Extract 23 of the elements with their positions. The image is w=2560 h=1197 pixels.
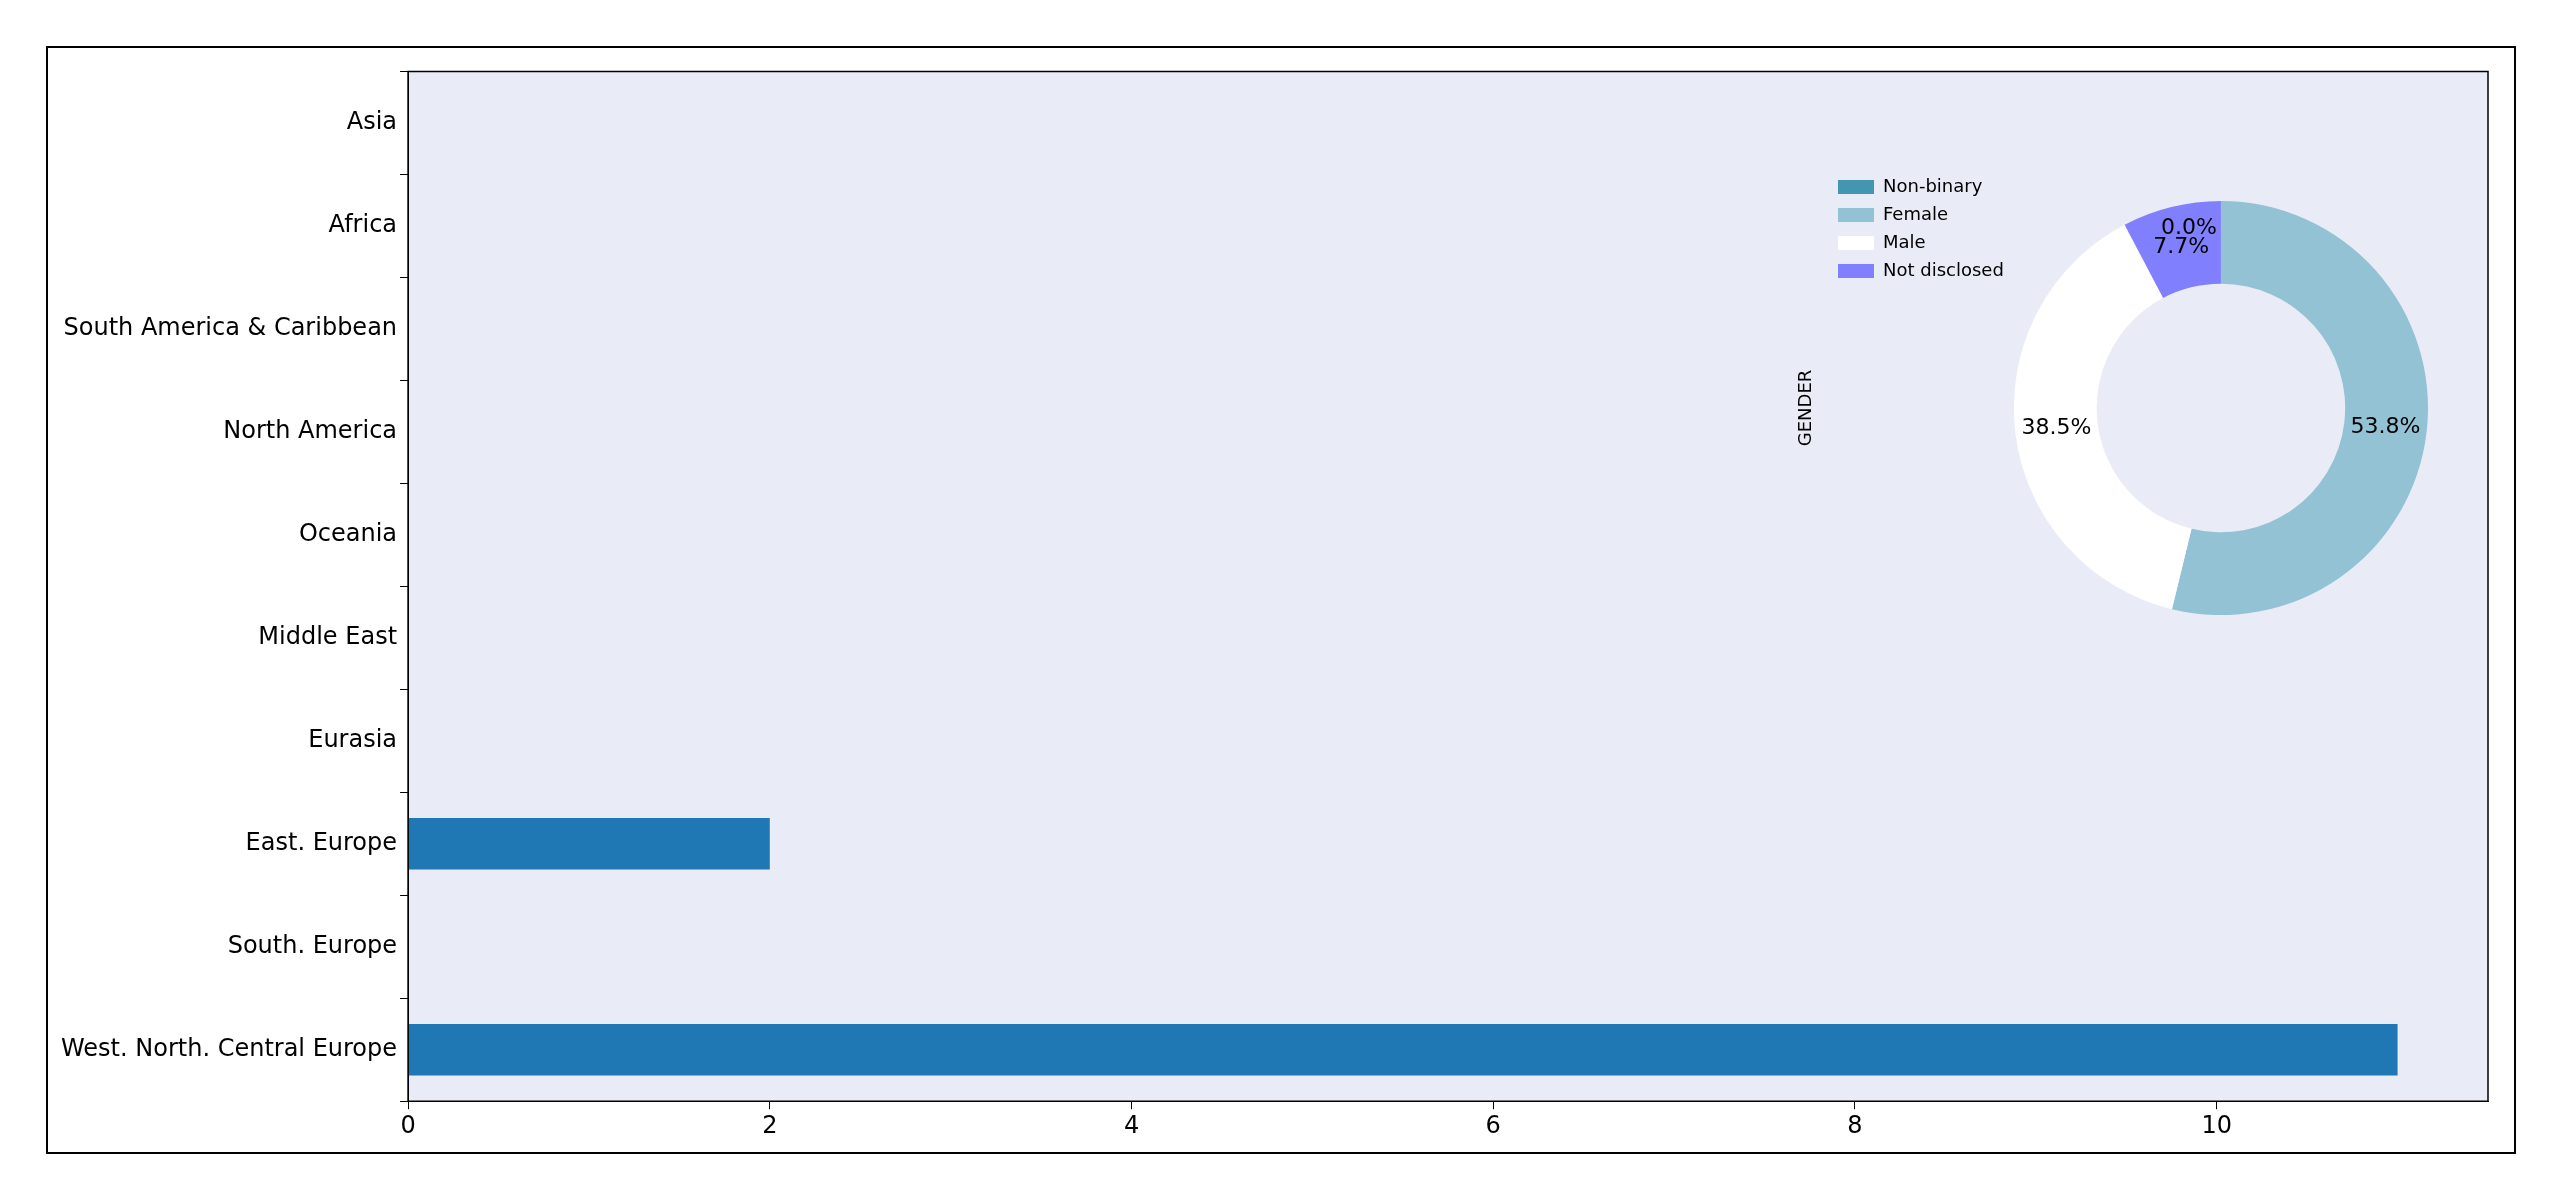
y-tick-label: Africa <box>328 210 398 239</box>
y-tick-label: South. Europe <box>227 930 398 959</box>
data-label: 53.8% <box>2350 413 2421 439</box>
legend-label: Not disclosed <box>1883 258 2004 280</box>
y-tick-label: West. North. Central Europe <box>61 1033 398 1062</box>
legend-label: Male <box>1883 230 1926 252</box>
x-tick-label: 0 <box>400 1110 416 1139</box>
y-tick-label: East. Europe <box>245 827 398 856</box>
y-tick-label: Eurasia <box>308 725 398 753</box>
y-tick-label: South America & Caribbean <box>63 313 398 342</box>
legend-label: Non-binary <box>1883 174 1983 196</box>
text: GENDER <box>1793 369 1815 447</box>
y-tick-label: Asia <box>346 107 398 136</box>
x-tick-label: 4 <box>1123 1110 1140 1139</box>
x-tick-label: 6 <box>1485 1110 1501 1139</box>
y-tick-label: Oceania <box>298 519 398 548</box>
y-tick-label: Middle East <box>258 622 398 651</box>
data-label: 38.5% <box>2021 413 2092 439</box>
y-tick-label: North America <box>223 416 398 445</box>
x-tick-label: 2 <box>762 1110 778 1139</box>
x-tick-label: 8 <box>1847 1110 1863 1139</box>
x-tick-label: 10 <box>2201 1110 2232 1139</box>
legend-label: Female <box>1883 202 1949 224</box>
